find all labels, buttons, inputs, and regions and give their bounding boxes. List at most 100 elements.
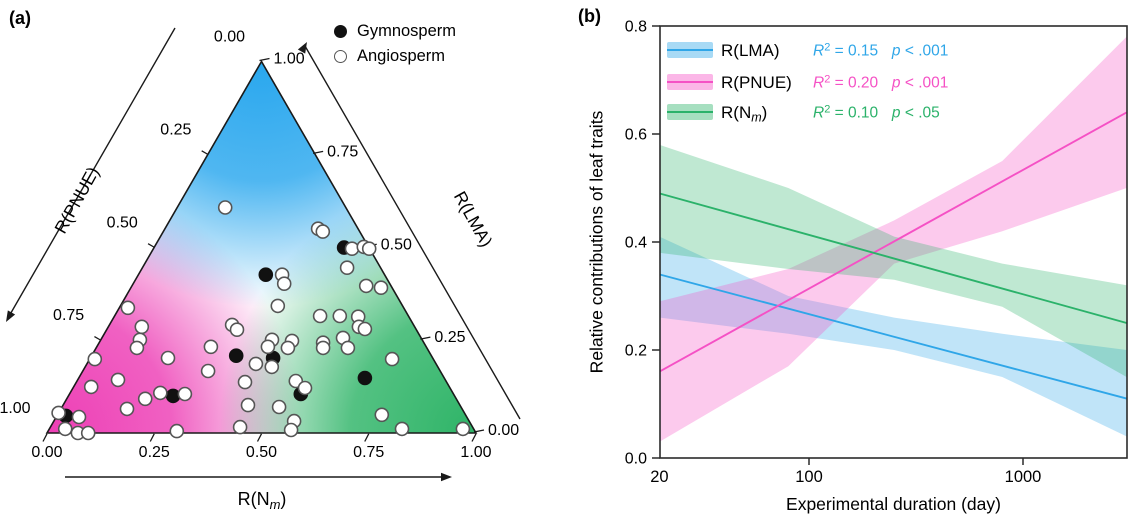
angiosperm-point xyxy=(339,260,355,276)
legend-stats: R2 = 0.20 p < .001 xyxy=(813,74,948,92)
angiosperm-point xyxy=(260,339,276,355)
y-tick-label: 0.4 xyxy=(625,235,647,252)
angiosperm-point xyxy=(373,280,389,296)
angiosperm-point xyxy=(455,421,471,437)
angiosperm-point xyxy=(394,421,410,437)
pnue-axis-arrow-icon xyxy=(6,310,16,322)
y-tick-label: 0.6 xyxy=(625,127,647,144)
legend-series-name: R(LMA) xyxy=(721,41,780,60)
angiosperm-point xyxy=(203,339,219,355)
bottom-axis-tick-label: 1.00 xyxy=(460,444,491,461)
legend-stats: R2 = 0.15 p < .001 xyxy=(813,42,948,60)
angiosperm-point xyxy=(374,407,390,423)
bottom-axis-tick-label: 0.50 xyxy=(246,444,277,461)
angiosperm-point xyxy=(270,298,286,314)
gymnosperm-point xyxy=(165,388,181,404)
angiosperm-point xyxy=(237,374,253,390)
angiosperm-point xyxy=(332,308,348,324)
angiosperm-point xyxy=(344,241,360,256)
open-circle-icon xyxy=(334,50,347,63)
y-tick-label: 0.2 xyxy=(625,343,647,360)
angiosperm-point xyxy=(340,340,356,356)
angiosperm-point xyxy=(217,200,233,215)
angiosperm-point xyxy=(384,351,400,367)
angiosperm-point xyxy=(110,372,126,388)
angiosperm-point xyxy=(80,425,96,441)
angiosperm-point xyxy=(83,379,99,395)
legend-label: Gymnosperm xyxy=(357,22,457,41)
right-axis-title: R(LMA) xyxy=(450,188,497,250)
right-axis-tick-label: 0.25 xyxy=(434,329,465,346)
angiosperm-point xyxy=(119,401,135,417)
regression-line xyxy=(660,111,1127,373)
legend-item-angiosperm: Angiosperm xyxy=(334,44,456,69)
gymnosperm-point xyxy=(357,370,373,386)
angiosperm-point xyxy=(297,380,313,396)
angiosperm-point xyxy=(357,321,373,337)
angiosperm-point xyxy=(129,340,145,356)
right-axis-tick-label: 0.75 xyxy=(327,143,358,160)
legend-stats: R2 = 0.10 p < .05 xyxy=(813,104,940,122)
legend-item-gymnosperm: Gymnosperm xyxy=(334,19,456,44)
nm-axis-arrow-icon xyxy=(441,472,452,482)
left-axis-tick-label: 0.75 xyxy=(53,307,84,324)
x-axis-title: Experimental duration (day) xyxy=(786,494,1001,514)
regression-line xyxy=(660,273,1127,400)
ci-band xyxy=(660,145,1127,377)
legend-series-name: R(PNUE) xyxy=(721,73,792,92)
filled-circle-icon xyxy=(334,25,347,38)
ternary-legend: Gymnosperm Angiosperm xyxy=(334,19,456,69)
right-axis-tick-label: 0.00 xyxy=(488,422,519,439)
left-axis-tick-label: 0.25 xyxy=(160,121,191,138)
bottom-axis-tick-label: 0.75 xyxy=(353,444,384,461)
y-tick-label: 0.0 xyxy=(625,451,647,468)
regression-line xyxy=(660,192,1127,324)
ternary-shading xyxy=(47,61,476,433)
legend-row: R(PNUE) R2 = 0.20 p < .001 xyxy=(667,73,948,92)
right-axis-tick-label: 0.50 xyxy=(381,236,412,253)
angiosperm-point xyxy=(137,391,153,407)
angiosperm-point xyxy=(280,340,296,356)
left-axis-tick-label: 0.00 xyxy=(214,29,245,46)
legend-row: R(Nm) R2 = 0.10 p < .05 xyxy=(667,103,940,125)
axis-ticks xyxy=(652,25,1024,465)
angiosperm-point xyxy=(315,340,331,356)
angiosperm-point xyxy=(169,423,185,439)
left-axis-title: R(PNUE) xyxy=(50,163,103,236)
angiosperm-point xyxy=(51,405,66,421)
x-tick-label: 100 xyxy=(795,468,823,486)
y-axis-title: Relative contributions of leaf traits xyxy=(586,110,607,374)
bottom-axis-tick-label: 0.00 xyxy=(31,444,62,461)
angiosperm-point xyxy=(57,421,73,437)
ternary-ticks xyxy=(42,57,485,442)
angiosperm-point xyxy=(271,399,287,415)
left-axis-tick-label: 1.00 xyxy=(0,400,31,417)
angiosperm-point xyxy=(71,409,87,425)
angiosperm-point xyxy=(361,241,377,256)
ternary-points xyxy=(51,200,471,441)
panel-a-label: (a) xyxy=(9,8,31,28)
right-axis-tick-label: 1.00 xyxy=(274,51,305,68)
ternary-tick-labels: 0.00 0.25 0.50 0.75 1.00 0.00 0.25 0.50 0.75 1.00… xyxy=(0,29,519,462)
panel-b-label: (b) xyxy=(578,6,601,26)
regression-lines xyxy=(660,111,1127,400)
angiosperm-point xyxy=(153,385,168,401)
angiosperm-point xyxy=(248,356,264,372)
angiosperm-point xyxy=(315,224,331,239)
confidence-bands xyxy=(660,36,1127,442)
left-axis-tick-label: 0.50 xyxy=(107,214,138,231)
axis-tick-labels: 0.8 0.6 0.4 0.2 0.020 100 1000 xyxy=(625,19,1042,487)
x-tick-label: 20 xyxy=(650,468,668,486)
regression-legend: R(LMA) R2 = 0.15 p < .001 R(PNUE) R2 = 0.20… xyxy=(667,41,948,125)
angiosperm-point xyxy=(358,278,374,294)
gymnosperm-point xyxy=(258,267,274,283)
angiosperm-point xyxy=(134,319,150,335)
angiosperm-point xyxy=(120,300,136,316)
regression-plot-panel: 0.8 0.6 0.4 0.2 0.020 100 1000 R(LMA) R2 = 0.15 … xyxy=(625,19,1128,487)
legend-row: R(LMA) R2 = 0.15 p < .001 xyxy=(667,41,948,60)
y-tick-label: 0.8 xyxy=(625,19,647,36)
ternary-outer-axes xyxy=(7,27,521,478)
angiosperm-point xyxy=(232,419,248,435)
angiosperm-point xyxy=(264,359,280,375)
